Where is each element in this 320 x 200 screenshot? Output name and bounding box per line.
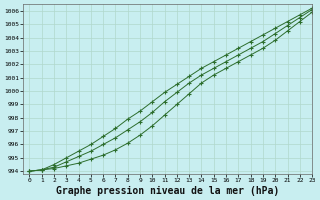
- X-axis label: Graphe pression niveau de la mer (hPa): Graphe pression niveau de la mer (hPa): [56, 186, 279, 196]
